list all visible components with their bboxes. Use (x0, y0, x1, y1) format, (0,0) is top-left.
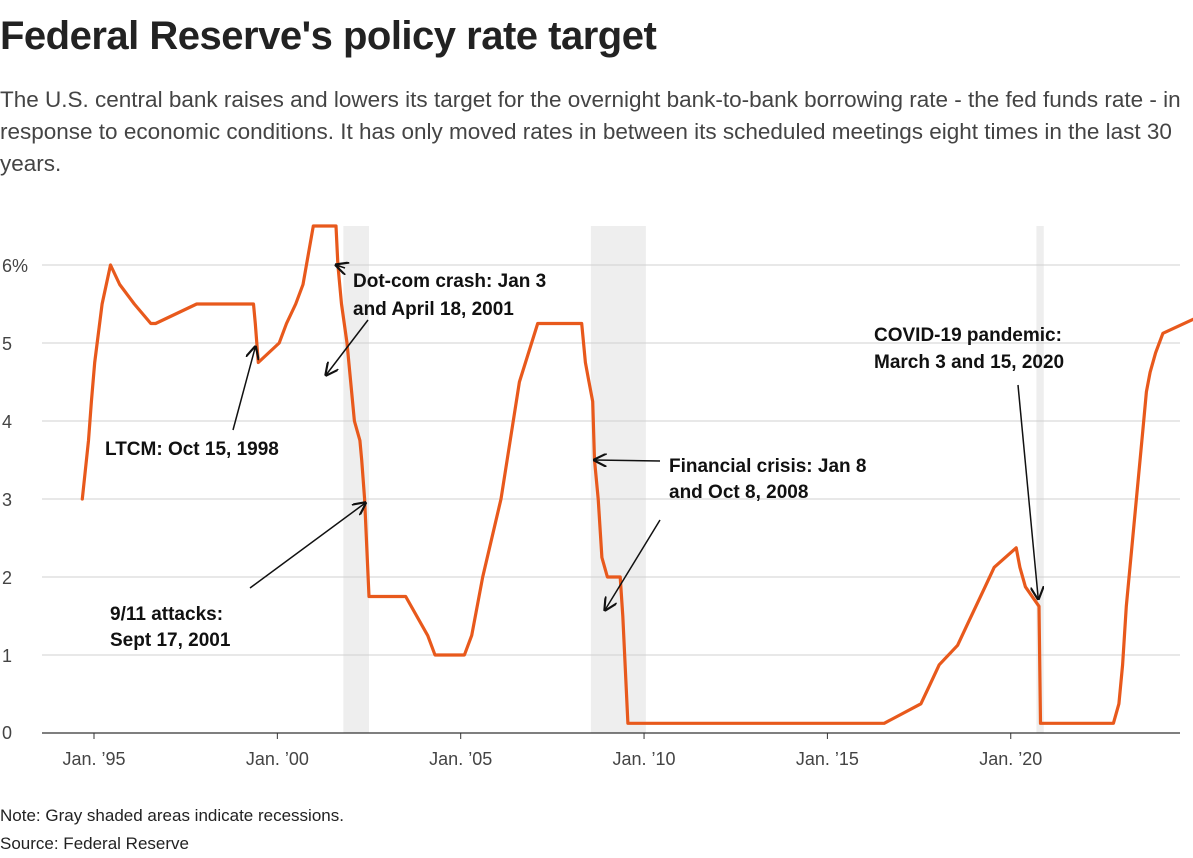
recession-band-3 (1036, 226, 1044, 733)
annotation-dotcom-line-1: Dot-com crash: Jan 3 (353, 271, 546, 292)
annotation-arrow-dotcom-april (326, 319, 369, 375)
y-axis-ticks: 0 1 2 3 4 5 6% (2, 256, 28, 743)
annotation-arrow-911 (249, 503, 365, 589)
annotation-ltcm-line-1: LTCM: Oct 15, 1998 (105, 439, 279, 460)
recession-band-2 (590, 226, 646, 733)
annotation-arrow-covid (1017, 384, 1038, 599)
annotation-covid-line-1: COVID-19 pandemic: (874, 325, 1062, 346)
x-tick-label-2005: Jan. ’05 (429, 749, 492, 769)
annotation-covid-line-2: March 3 and 15, 2020 (874, 352, 1064, 373)
y-tick-label-3: 3 (2, 490, 12, 510)
annotation-dotcom-line-2: and April 18, 2001 (353, 299, 514, 320)
chart-subtitle: The U.S. central bank raises and lowers … (0, 87, 1181, 176)
annotation-arrow-financial-oct (605, 519, 661, 610)
annotation-arrow-ltcm (232, 347, 255, 431)
source-note: Source: Federal Reserve (0, 834, 189, 853)
annotation-financial-line-1: Financial crisis: Jan 8 (669, 456, 866, 477)
annotation-arrow-financial-jan (595, 460, 661, 461)
annotation-911-line-2: Sept 17, 2001 (110, 630, 231, 651)
x-tick-label-2015: Jan. ’15 (796, 749, 859, 769)
x-tick-label-1995: Jan. ’95 (62, 749, 125, 769)
annotation-financial-line-2: and Oct 8, 2008 (669, 482, 808, 503)
x-tick-label-2010: Jan. ’10 (613, 749, 676, 769)
x-axis-ticks: Jan. ’95 Jan. ’00 Jan. ’05 Jan. ’10 Jan. ’15… (62, 733, 1042, 769)
footnote: Note: Gray shaded areas indicate recessi… (0, 806, 344, 825)
y-tick-label-1: 1 (2, 646, 12, 666)
y-tick-label-0: 0 (2, 723, 12, 743)
rate-series (80, 224, 1193, 725)
recession-bands (343, 226, 1044, 733)
rate-chart: 0 1 2 3 4 5 6% Jan. ’95 Jan. ’00 Jan. ’05 Jan. ’1… (2, 224, 1193, 769)
y-tick-label-4: 4 (2, 412, 12, 432)
annotation-911-line-1: 9/11 attacks: (110, 604, 223, 625)
chart-title: Federal Reserve's policy rate target (0, 14, 657, 58)
x-tick-label-2000: Jan. ’00 (246, 749, 309, 769)
y-tick-label-6: 6% (2, 256, 28, 276)
annotation-arrow-dotcom (336, 265, 345, 268)
y-tick-label-2: 2 (2, 568, 12, 588)
x-tick-label-2020: Jan. ’20 (979, 749, 1042, 769)
y-tick-label-5: 5 (2, 334, 12, 354)
